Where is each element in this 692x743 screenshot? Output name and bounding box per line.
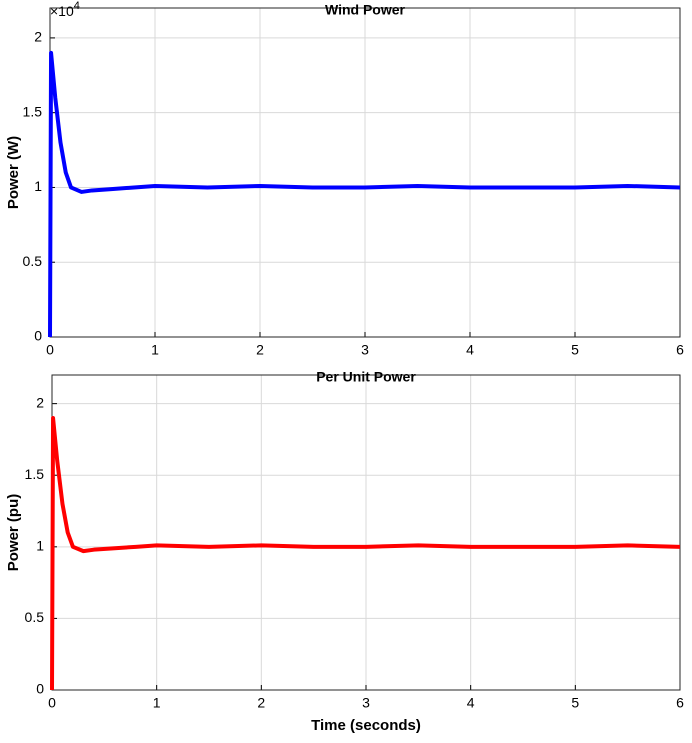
y-axis-label: Power (W) [5, 136, 22, 209]
x-tick-label: 1 [153, 695, 161, 711]
x-tick-label: 4 [466, 342, 474, 358]
x-tick-label: 5 [571, 342, 579, 358]
x-tick-label: 2 [257, 695, 265, 711]
data-line [50, 415, 681, 691]
y-multiplier: ×104 [50, 0, 80, 19]
y-tick-label: 1.5 [25, 466, 45, 482]
x-tick-label: 6 [676, 342, 684, 358]
x-tick-label: 3 [362, 695, 370, 711]
x-tick-label: 4 [467, 695, 475, 711]
y-tick-label: 1.5 [23, 103, 43, 119]
x-tick-label: 0 [46, 342, 54, 358]
y-axis-label: Power (pu) [5, 494, 22, 572]
data-line [48, 50, 681, 338]
y-tick-label: 1 [34, 178, 42, 194]
y-tick-label: 0 [36, 681, 44, 697]
y-tick-label: 2 [34, 29, 42, 45]
x-tick-label: 1 [151, 342, 159, 358]
chart-title: Per Unit Power [316, 369, 416, 385]
y-multiplier-base: ×10 [50, 3, 74, 19]
chart-title: Wind Power [325, 2, 406, 18]
y-tick-label: 0.5 [25, 609, 45, 625]
x-tick-label: 3 [361, 342, 369, 358]
x-tick-label: 0 [48, 695, 56, 711]
y-multiplier-power: 4 [74, 0, 80, 12]
x-tick-label: 2 [256, 342, 264, 358]
x-tick-label: 6 [676, 695, 684, 711]
x-tick-label: 5 [571, 695, 579, 711]
x-axis-label: Time (seconds) [311, 717, 421, 734]
y-tick-label: 1 [36, 538, 44, 554]
y-tick-label: 0 [34, 328, 42, 344]
y-tick-label: 0.5 [23, 253, 43, 269]
y-tick-label: 2 [36, 394, 44, 410]
